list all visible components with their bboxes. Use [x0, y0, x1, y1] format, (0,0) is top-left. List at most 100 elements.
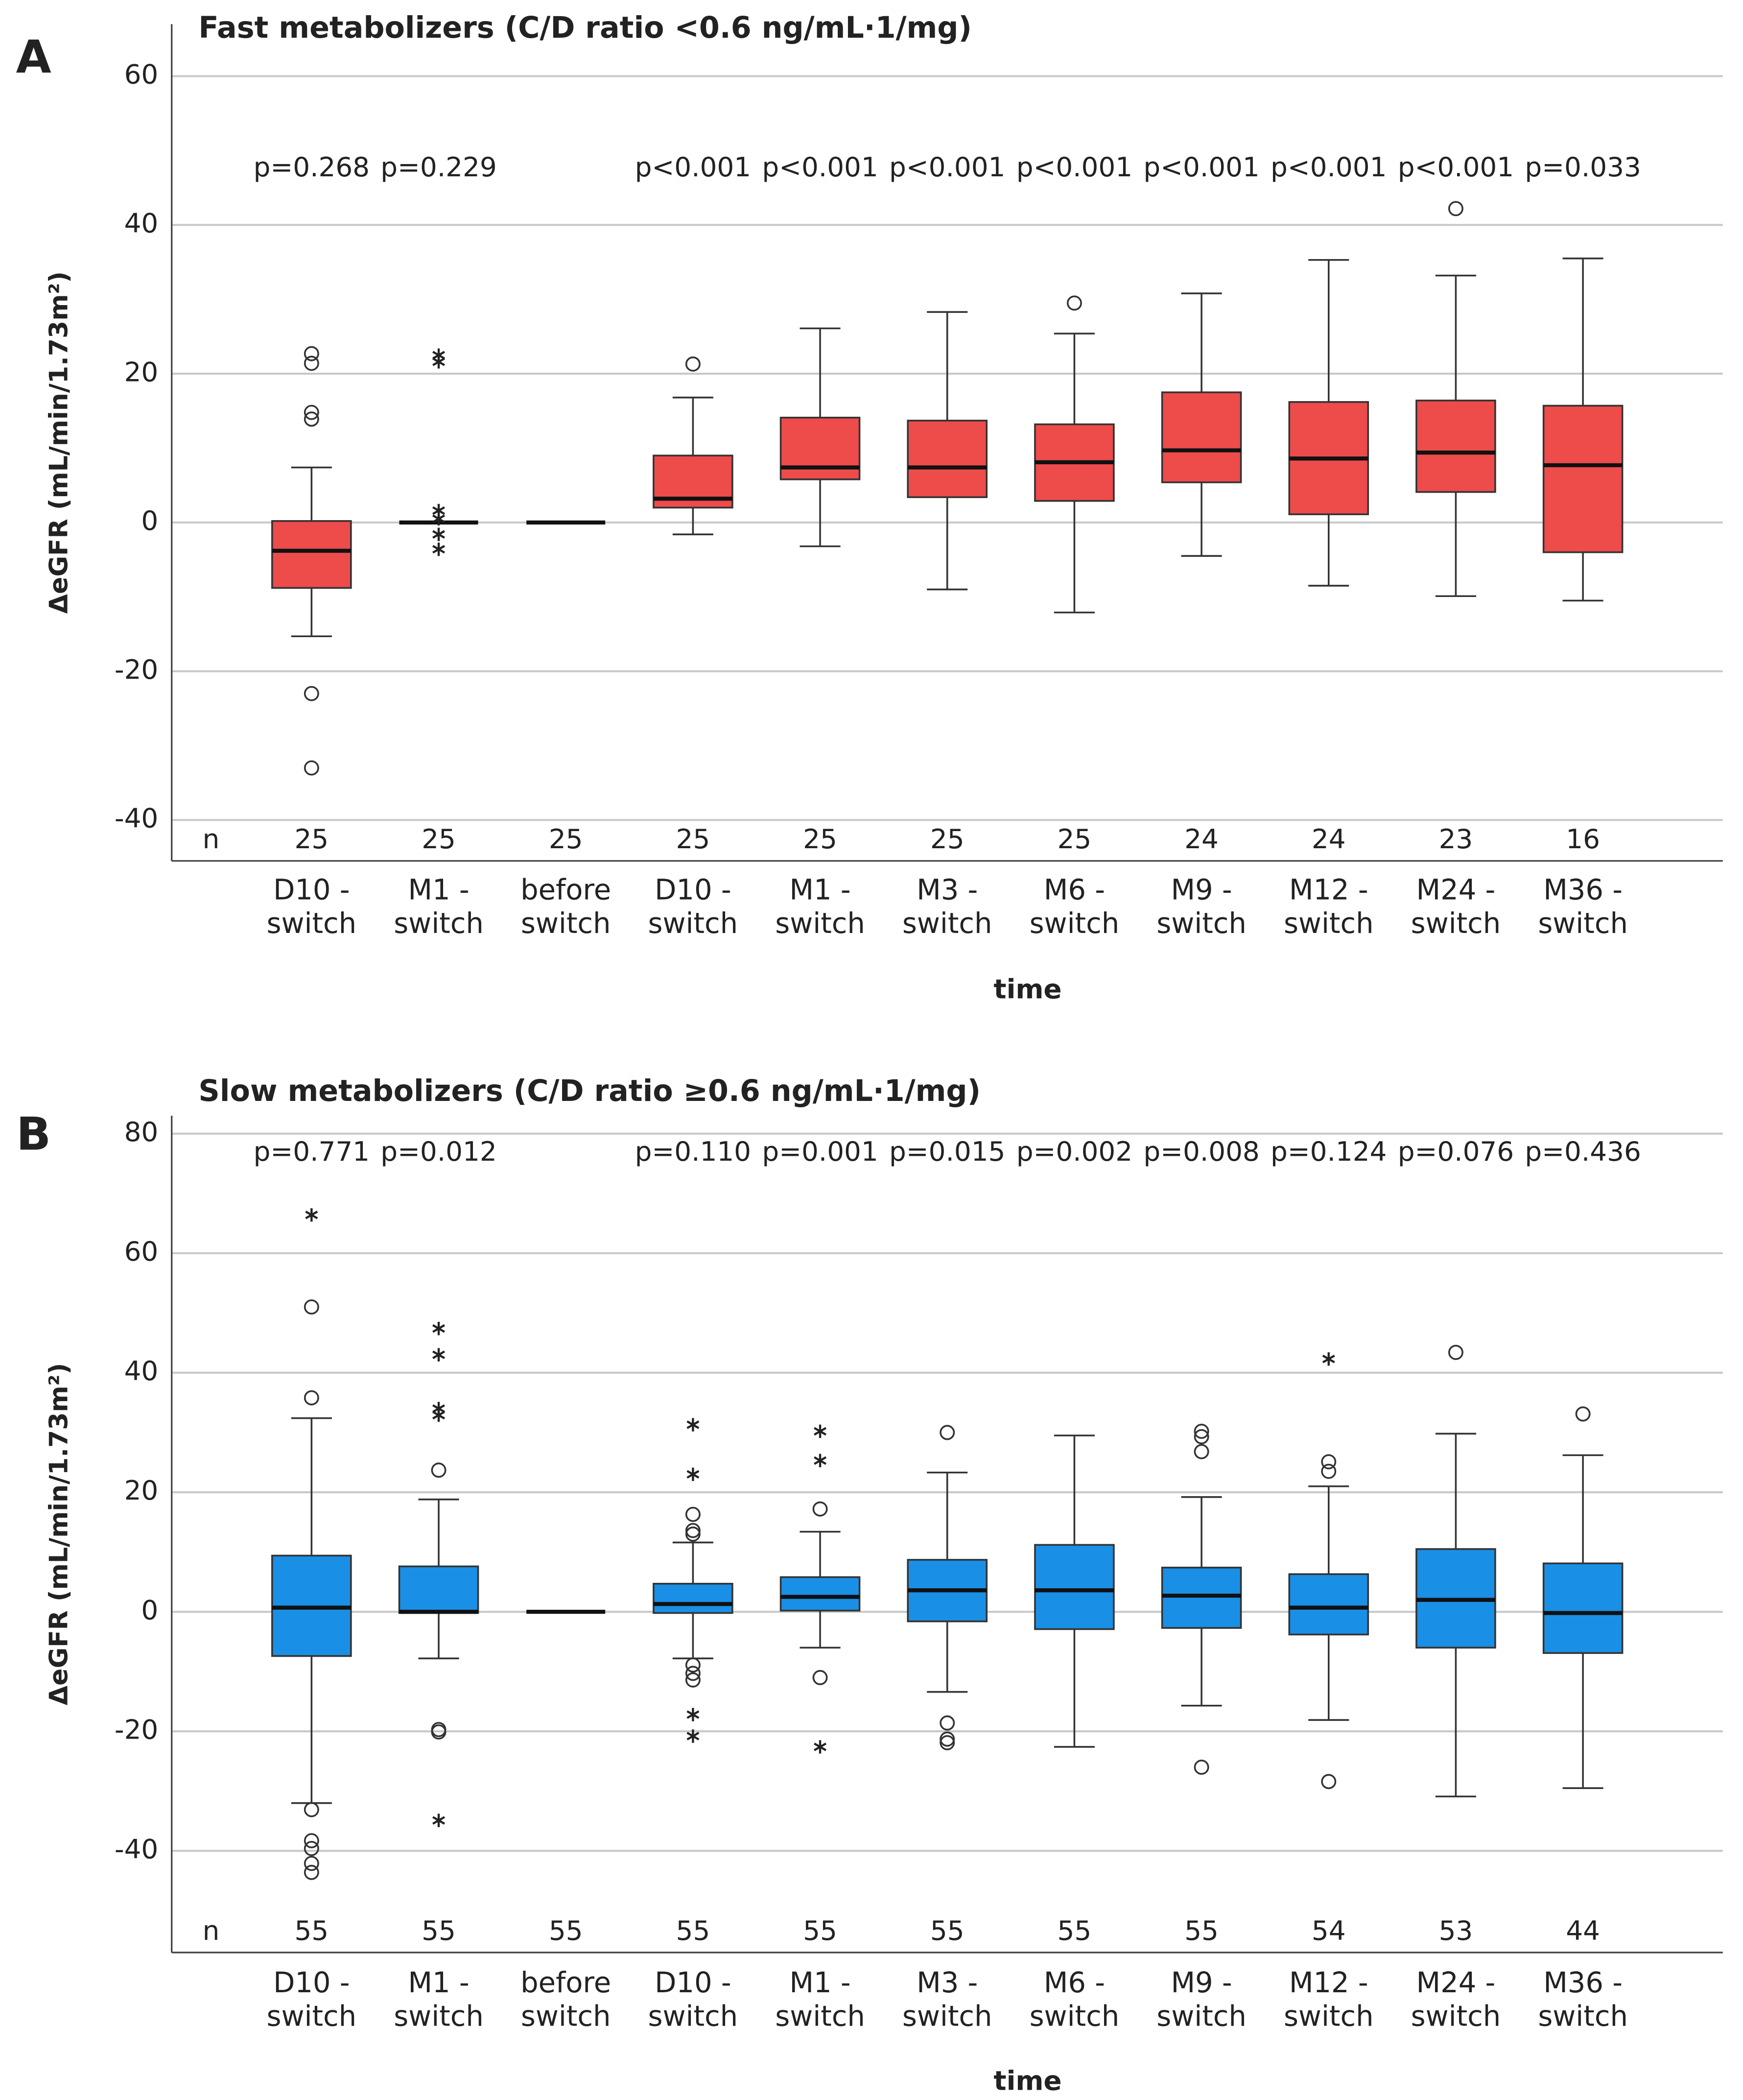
y-tick-label: 40: [124, 207, 159, 239]
box: [653, 1583, 733, 1614]
box: [1034, 1544, 1115, 1630]
x-tick-label: switch: [267, 907, 357, 940]
outlier: [685, 356, 701, 372]
y-tick-label: 0: [141, 505, 158, 536]
outlier: [304, 411, 319, 427]
p-value: p<0.001: [1398, 151, 1514, 183]
p-value: p=0.076: [1398, 1136, 1514, 1167]
x-tick-label: M24 -: [1416, 874, 1496, 907]
extreme: [432, 1348, 445, 1362]
x-tick-label: D10 -: [655, 1966, 731, 1999]
y-tick-label: 0: [141, 1594, 158, 1625]
outlier: [685, 1523, 701, 1538]
x-tick-label: M1 -: [408, 1966, 469, 1999]
p-value: p<0.001: [1143, 151, 1259, 183]
outlier: [304, 1299, 319, 1315]
outlier: [304, 1390, 319, 1406]
outlier: [431, 1462, 447, 1478]
extreme: [432, 1321, 445, 1336]
x-tick-label: M1 -: [789, 874, 850, 907]
n-count: 55: [930, 1915, 965, 1946]
outlier: [304, 346, 319, 361]
y-tick-label: -20: [115, 1714, 158, 1745]
n-count: 25: [1058, 823, 1092, 855]
outlier: [304, 1840, 319, 1856]
n-count: 16: [1566, 823, 1600, 855]
outlier: [1448, 201, 1463, 216]
n-label: n: [203, 823, 220, 855]
n-count: 25: [294, 823, 329, 855]
p-value: p=0.436: [1525, 1136, 1641, 1167]
x-tick-label: switch: [1411, 907, 1501, 940]
x-tick-label: before: [520, 1966, 611, 1999]
outlier: [304, 1833, 319, 1849]
outlier: [940, 1425, 955, 1440]
x-axis-label: time: [993, 2065, 1061, 2097]
y-axis-label: ΔeGFR (mL/min/1.73m²): [44, 1363, 73, 1705]
outlier: [1321, 1463, 1337, 1479]
extreme: [1322, 1352, 1335, 1366]
extreme: [686, 1467, 700, 1481]
x-tick-label: switch: [1284, 2000, 1374, 2033]
x-tick-label: M12 -: [1289, 1966, 1368, 1999]
y-tick-label: 60: [124, 1236, 159, 1267]
outlier: [304, 1864, 319, 1880]
extreme: [814, 1424, 827, 1438]
x-tick-label: switch: [648, 2000, 738, 2033]
extreme: [432, 355, 445, 369]
outlier: [1321, 1774, 1337, 1790]
outlier: [940, 1715, 955, 1731]
x-tick-label: switch: [521, 907, 611, 940]
p-value: p<0.001: [1016, 151, 1132, 183]
p-value: p=0.033: [1525, 151, 1641, 183]
x-axis-label: time: [993, 974, 1061, 1005]
x-tick-label: M3 -: [917, 1966, 978, 1999]
outlier: [685, 1666, 701, 1681]
outlier: [304, 1856, 319, 1871]
n-count: 54: [1312, 1915, 1346, 1946]
y-tick-label: -40: [115, 803, 158, 834]
x-tick-label: switch: [1156, 2000, 1247, 2033]
outlier: [812, 1670, 828, 1685]
x-tick-label: M9 -: [1171, 874, 1232, 907]
n-count: 55: [422, 1915, 456, 1946]
chart-title: Fast metabolizers (C/D ratio <0.6 ng/mL·…: [198, 11, 972, 45]
panel-label: A: [16, 31, 51, 84]
n-count: 55: [294, 1915, 329, 1946]
p-value: p=0.001: [762, 1136, 878, 1167]
box: [1161, 391, 1242, 483]
outlier: [1194, 1759, 1209, 1775]
outlier: [940, 1731, 955, 1747]
p-value: p=0.015: [889, 1136, 1005, 1167]
extreme: [686, 1418, 700, 1432]
n-count: 24: [1184, 823, 1219, 855]
p-value: p<0.001: [762, 151, 878, 183]
y-tick-label: 40: [124, 1355, 159, 1386]
x-tick-label: M6 -: [1044, 874, 1105, 907]
n-count: 25: [549, 823, 583, 855]
n-label: n: [203, 1915, 220, 1946]
x-tick-label: D10 -: [273, 1966, 350, 1999]
p-value: p=0.229: [380, 151, 496, 183]
x-tick-label: switch: [1030, 907, 1120, 940]
box: [398, 1565, 479, 1614]
x-tick-label: M1 -: [408, 874, 469, 907]
extreme: [305, 1208, 318, 1222]
outlier: [1448, 1344, 1463, 1360]
x-tick-label: D10 -: [273, 874, 350, 907]
n-count: 55: [676, 1915, 710, 1946]
p-value: p=0.012: [380, 1136, 496, 1167]
n-count: 25: [803, 823, 837, 855]
x-tick-label: M24 -: [1416, 1966, 1496, 1999]
chart-title: Slow metabolizers (C/D ratio ≥0.6 ng/mL·…: [198, 1074, 981, 1108]
x-tick-label: switch: [521, 2000, 611, 2033]
extreme: [686, 1729, 700, 1743]
outlier: [304, 686, 319, 701]
x-tick-label: switch: [394, 2000, 484, 2033]
n-count: 44: [1566, 1915, 1600, 1946]
box: [779, 1576, 861, 1612]
box: [271, 520, 352, 589]
y-tick-label: -40: [115, 1833, 158, 1864]
box: [1542, 405, 1624, 553]
x-tick-label: switch: [775, 907, 865, 940]
